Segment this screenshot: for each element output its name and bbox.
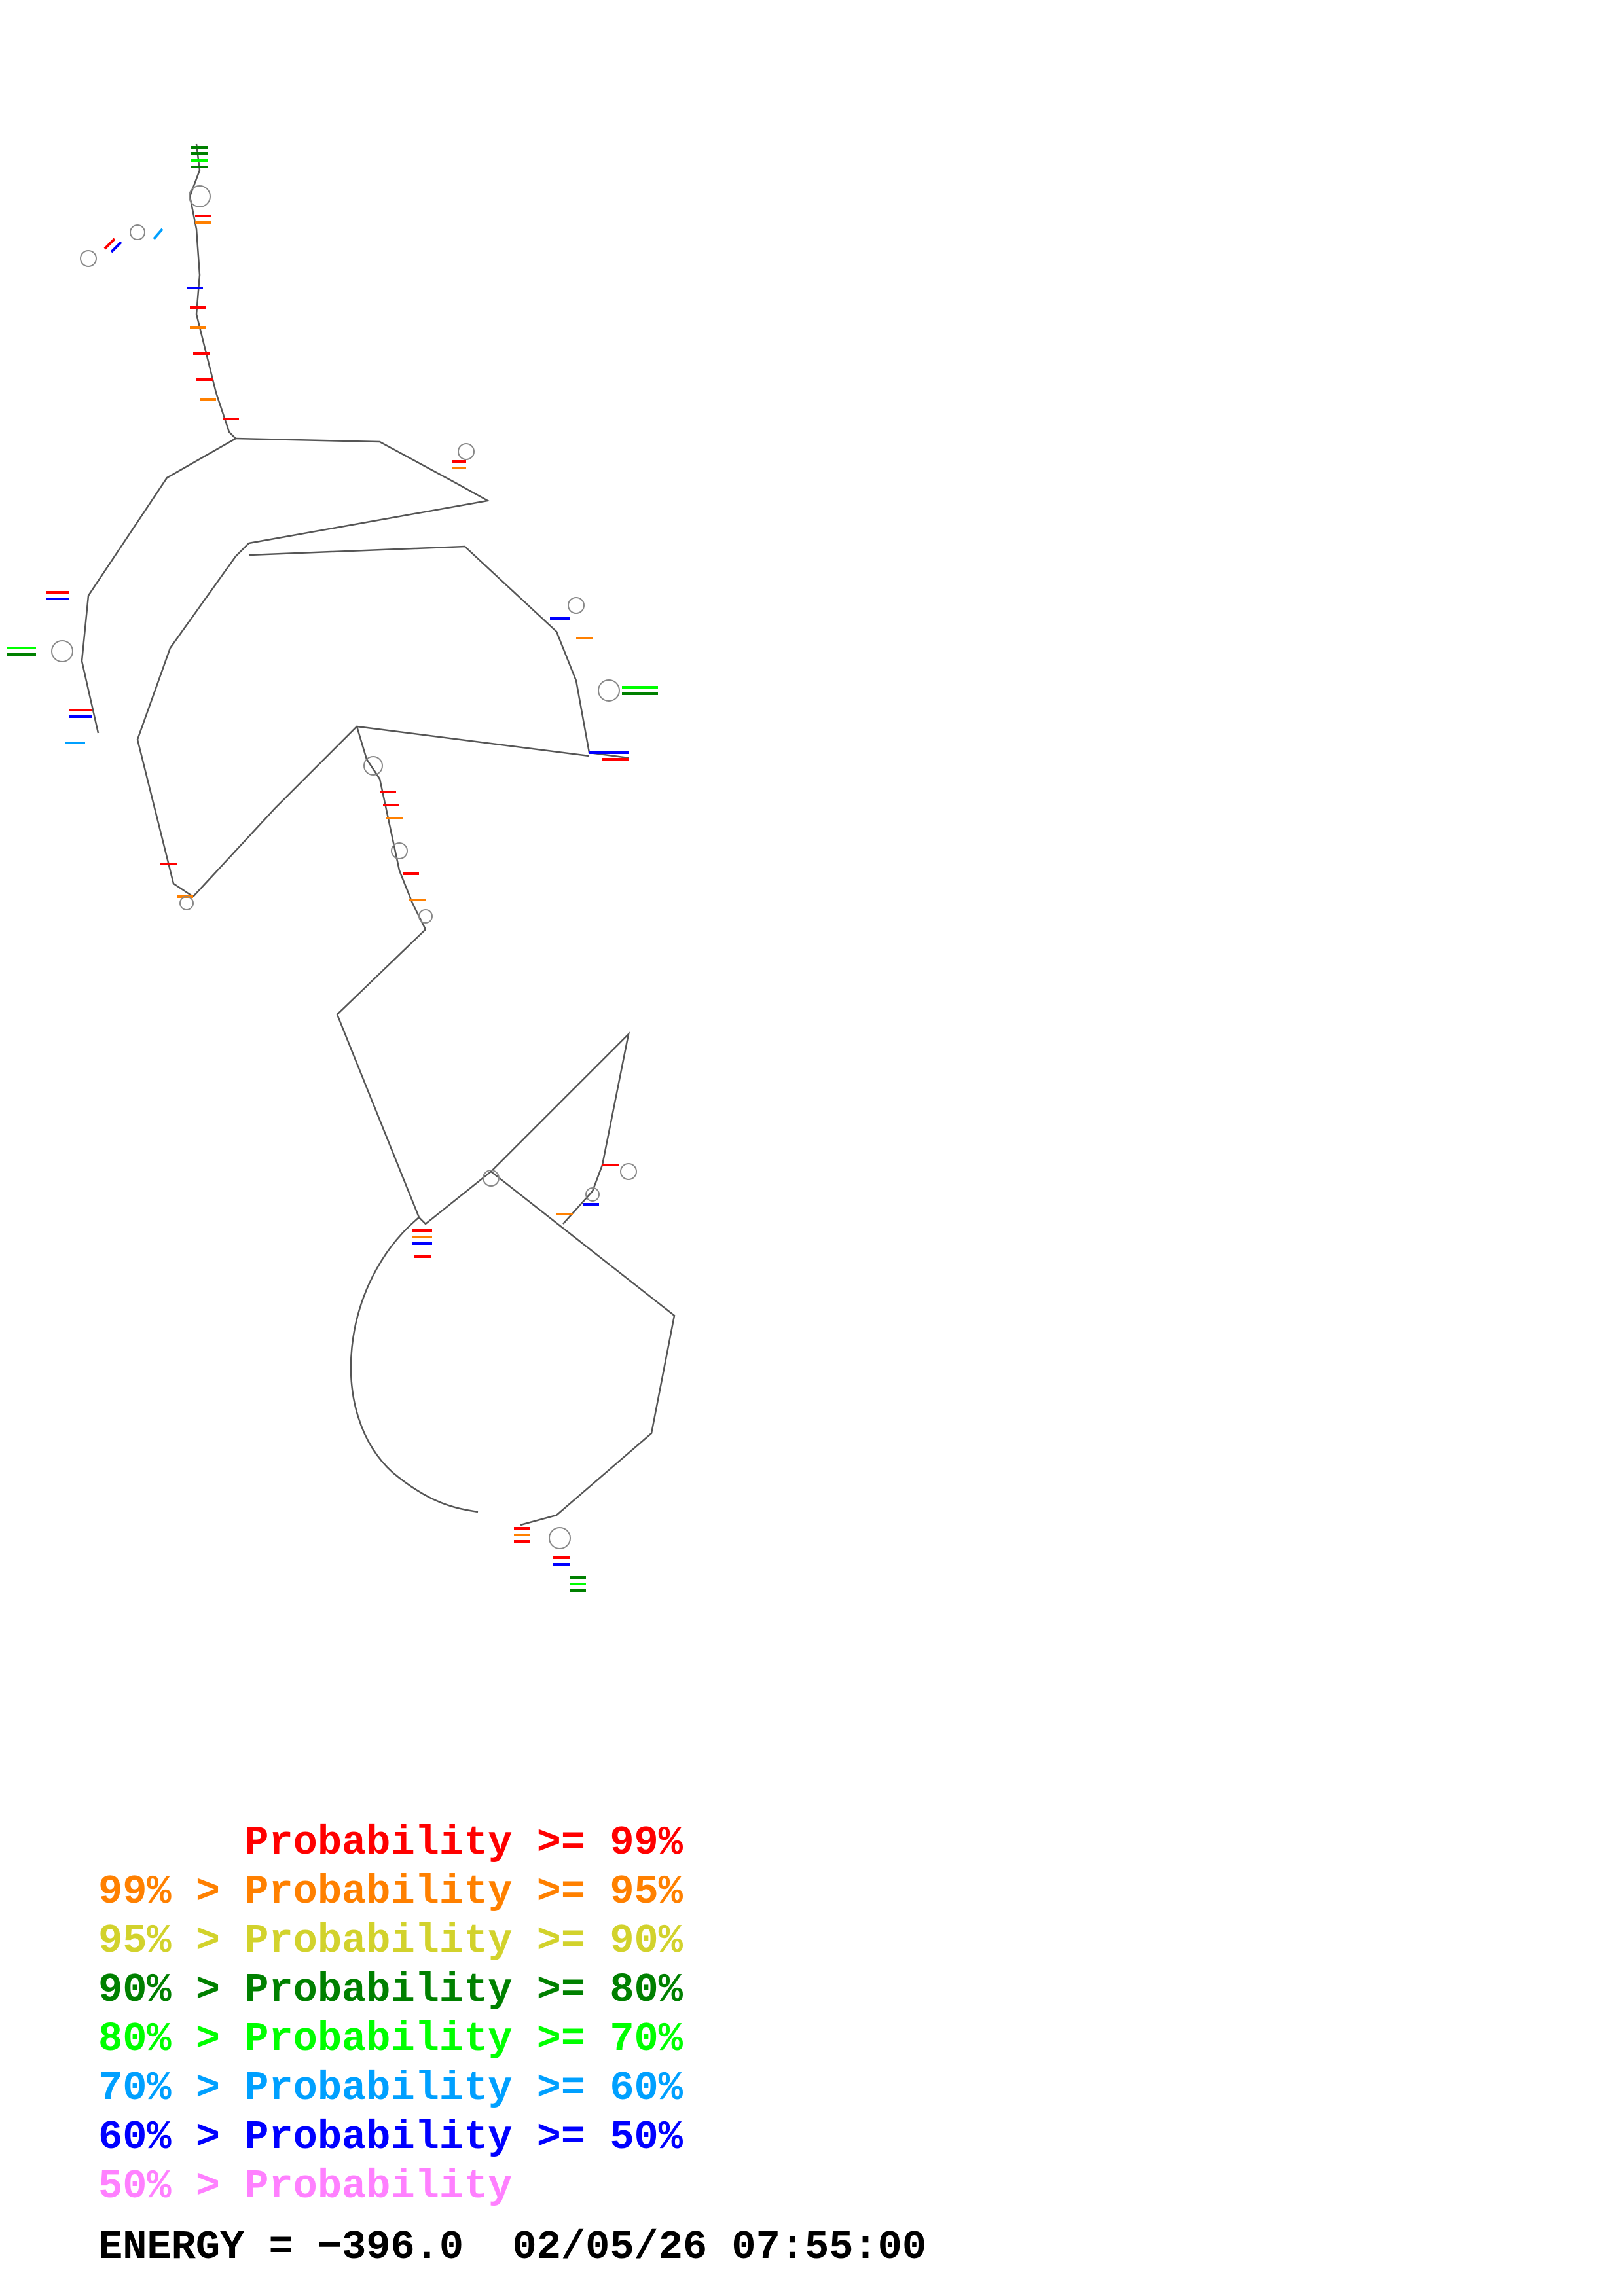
helix-right-top	[452, 443, 475, 469]
backbone-upper-right	[136, 437, 490, 898]
helix-lower-center	[412, 1170, 500, 1258]
legend-row-70: 80% > Probability >= 70%	[98, 2016, 683, 2062]
footer-spacer	[464, 2224, 512, 2270]
legend-row-95: 99% > Probability >= 95%	[98, 1869, 683, 1915]
helix-right-cluster	[550, 597, 658, 761]
helix-left-cluster	[7, 591, 92, 744]
backbone-top-arm	[189, 143, 236, 439]
backbone-middle-lower	[192, 725, 590, 897]
legend-row-60: 70% > Probability >= 60%	[98, 2065, 683, 2111]
helix-top-left	[80, 224, 164, 267]
rna-secondary-structure-diagram	[7, 143, 676, 1592]
probability-legend: Probability >= 99% 99% > Probability >= …	[98, 1818, 683, 2211]
energy-value: −396.0	[317, 2224, 464, 2270]
legend-row-below-50: 50% > Probability	[98, 2163, 513, 2210]
helix-top	[189, 146, 211, 224]
helix-stems	[7, 146, 658, 1592]
helix-lower-left	[160, 863, 194, 910]
backbone-middle-loop	[248, 545, 629, 759]
timestamp: 02/05/26 07:55:00	[512, 2224, 927, 2270]
helix-central-stem	[363, 756, 433, 924]
backbone-bottom-arc	[350, 1217, 479, 1513]
legend-row-80: 90% > Probability >= 80%	[98, 1967, 683, 2013]
legend-row-50: 60% > Probability >= 50%	[98, 2114, 683, 2161]
backbone-upper-loop	[81, 437, 236, 734]
legend-row-99: Probability >= 99%	[98, 1820, 683, 1866]
energy-footer: ENERGY = −396.0 02/05/26 07:55:00	[98, 2224, 926, 2270]
backbone-lines	[81, 143, 676, 1526]
energy-label: ENERGY =	[98, 2224, 318, 2270]
helix-lower-right	[556, 1163, 637, 1215]
backbone-bottom-loop	[490, 1171, 676, 1526]
helix-bottom	[514, 1527, 586, 1592]
legend-row-90: 95% > Probability >= 90%	[98, 1918, 683, 1964]
helix-top-stem	[187, 287, 239, 420]
